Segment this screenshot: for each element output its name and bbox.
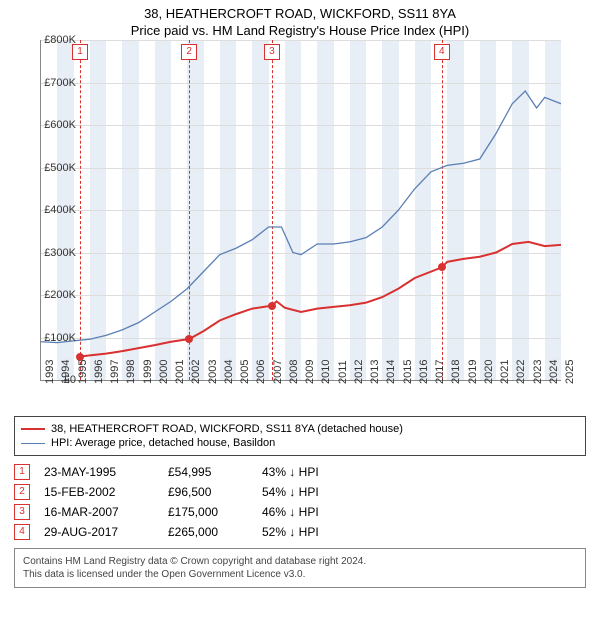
- x-axis-label: 2016: [418, 360, 430, 384]
- x-axis-label: 2007: [272, 360, 284, 384]
- x-axis-label: 2017: [434, 360, 446, 384]
- footer-line: This data is licensed under the Open Gov…: [23, 568, 577, 581]
- x-axis-label: 2013: [369, 360, 381, 384]
- sale-date: 23-MAY-1995: [44, 465, 154, 479]
- series-svg: [41, 40, 561, 380]
- plot-region: 1234: [40, 40, 561, 381]
- x-axis-label: 2004: [223, 360, 235, 384]
- chart-titles: 38, HEATHERCROFT ROAD, WICKFORD, SS11 8Y…: [0, 0, 600, 40]
- title-line-2: Price paid vs. HM Land Registry's House …: [0, 23, 600, 38]
- y-axis-label: £300K: [44, 247, 76, 259]
- y-axis-label: £500K: [44, 162, 76, 174]
- y-axis-label: £700K: [44, 77, 76, 89]
- sale-price: £175,000: [168, 505, 248, 519]
- sale-pct-vs-hpi: 54% ↓ HPI: [262, 485, 372, 499]
- x-axis-label: 2015: [402, 360, 414, 384]
- x-axis-label: 2001: [174, 360, 186, 384]
- table-row: 2 15-FEB-2002 £96,500 54% ↓ HPI: [14, 484, 586, 500]
- sale-pct-vs-hpi: 46% ↓ HPI: [262, 505, 372, 519]
- sale-date: 29-AUG-2017: [44, 525, 154, 539]
- x-axis-label: 2010: [320, 360, 332, 384]
- x-axis-label: 2002: [190, 360, 202, 384]
- sale-price: £96,500: [168, 485, 248, 499]
- sale-date: 15-FEB-2002: [44, 485, 154, 499]
- x-axis-label: 1993: [44, 360, 56, 384]
- sale-number-box: 4: [14, 524, 30, 540]
- y-axis-label: £800K: [44, 34, 76, 46]
- legend-label: 38, HEATHERCROFT ROAD, WICKFORD, SS11 8Y…: [51, 423, 403, 435]
- y-axis-label: £600K: [44, 119, 76, 131]
- sale-number-box: 2: [14, 484, 30, 500]
- y-axis-label: £100K: [44, 332, 76, 344]
- legend-item: HPI: Average price, detached house, Basi…: [21, 437, 579, 449]
- sale-dot: [438, 263, 446, 271]
- x-axis-label: 2003: [207, 360, 219, 384]
- x-axis-label: 1999: [142, 360, 154, 384]
- legend-item: 38, HEATHERCROFT ROAD, WICKFORD, SS11 8Y…: [21, 423, 579, 435]
- sale-dot: [268, 302, 276, 310]
- y-axis-label: £200K: [44, 289, 76, 301]
- legend-swatch: [21, 428, 45, 430]
- x-axis-label: 2005: [239, 360, 251, 384]
- x-axis-label: 1994: [60, 360, 72, 384]
- x-axis-label: 1998: [125, 360, 137, 384]
- x-axis-label: 2009: [304, 360, 316, 384]
- series-price_paid: [80, 242, 561, 357]
- x-axis-label: 1996: [93, 360, 105, 384]
- legend-label: HPI: Average price, detached house, Basi…: [51, 437, 275, 449]
- footer-attribution: Contains HM Land Registry data © Crown c…: [14, 548, 586, 588]
- x-axis-label: 2023: [532, 360, 544, 384]
- chart-area: 1234 £0£100K£200K£300K£400K£500K£600K£70…: [40, 40, 600, 410]
- sale-price: £265,000: [168, 525, 248, 539]
- footer-line: Contains HM Land Registry data © Crown c…: [23, 555, 577, 568]
- x-axis-label: 2021: [499, 360, 511, 384]
- table-row: 3 16-MAR-2007 £175,000 46% ↓ HPI: [14, 504, 586, 520]
- x-axis-label: 2008: [288, 360, 300, 384]
- x-axis-label: 2019: [467, 360, 479, 384]
- x-axis-label: 2014: [385, 360, 397, 384]
- table-row: 4 29-AUG-2017 £265,000 52% ↓ HPI: [14, 524, 586, 540]
- x-axis-label: 2022: [515, 360, 527, 384]
- x-axis-label: 1995: [77, 360, 89, 384]
- sales-table: 1 23-MAY-1995 £54,995 43% ↓ HPI 2 15-FEB-2002…: [14, 464, 586, 540]
- x-axis-label: 2011: [337, 360, 349, 384]
- legend-swatch: [21, 443, 45, 444]
- sale-date: 16-MAR-2007: [44, 505, 154, 519]
- table-row: 1 23-MAY-1995 £54,995 43% ↓ HPI: [14, 464, 586, 480]
- x-axis-label: 2012: [353, 360, 365, 384]
- sale-dot: [185, 335, 193, 343]
- x-axis-label: 2018: [450, 360, 462, 384]
- y-axis-label: £400K: [44, 204, 76, 216]
- x-axis-label: 2024: [548, 360, 560, 384]
- x-axis-label: 2020: [483, 360, 495, 384]
- sale-price: £54,995: [168, 465, 248, 479]
- sale-number-box: 1: [14, 464, 30, 480]
- x-axis-label: 2000: [158, 360, 170, 384]
- x-axis-label: 1997: [109, 360, 121, 384]
- x-axis-label: 2006: [255, 360, 267, 384]
- title-line-1: 38, HEATHERCROFT ROAD, WICKFORD, SS11 8Y…: [0, 6, 600, 21]
- sale-pct-vs-hpi: 52% ↓ HPI: [262, 525, 372, 539]
- series-hpi: [41, 91, 561, 343]
- legend: 38, HEATHERCROFT ROAD, WICKFORD, SS11 8Y…: [14, 416, 586, 456]
- sale-pct-vs-hpi: 43% ↓ HPI: [262, 465, 372, 479]
- sale-number-box: 3: [14, 504, 30, 520]
- x-axis-label: 2025: [564, 360, 576, 384]
